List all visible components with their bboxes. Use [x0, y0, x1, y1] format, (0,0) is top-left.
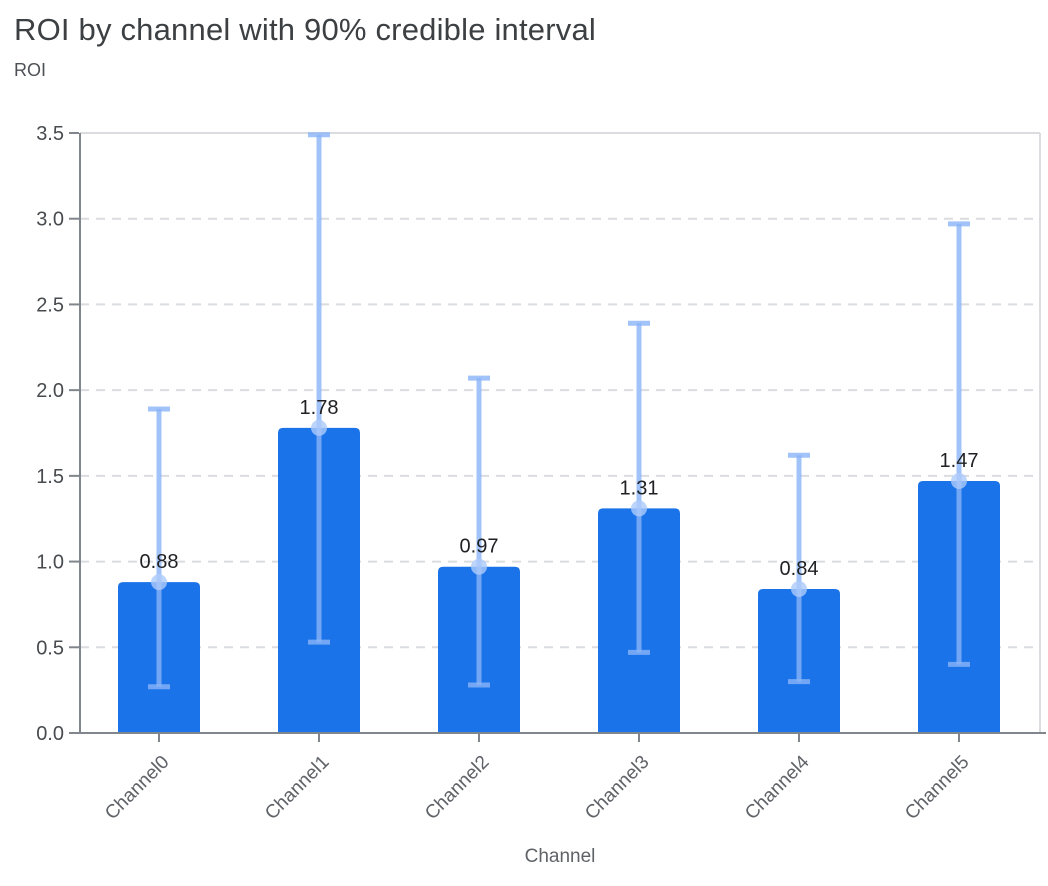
chart-title: ROI by channel with 90% credible interva… — [14, 12, 596, 47]
bar-value-label-Channel1: 1.78 — [300, 397, 339, 419]
plot-svg: 0.88 1.78 0.97 1.31 0.84 1.47 0.0 0.5 1.0 1.5 2.0 2… — [36, 123, 1046, 824]
y-tick-label-0.5: 0.5 — [36, 637, 64, 659]
mean-marker-Channel3 — [631, 500, 647, 517]
bar-value-label-Channel0: 0.88 — [140, 551, 179, 573]
y-tick-label-0.0: 0.0 — [36, 723, 64, 745]
y-tick-label-2.5: 2.5 — [36, 294, 64, 316]
bar-value-label-Channel4: 0.84 — [780, 558, 819, 580]
x-tick-label-Channel0: Channel0 — [101, 752, 173, 824]
y-tick-label-2.0: 2.0 — [36, 380, 64, 402]
mean-marker-Channel0 — [151, 574, 167, 591]
x-axis-title: Channel — [524, 846, 596, 867]
mean-marker-Channel4 — [791, 581, 807, 597]
y-tick-label-1.0: 1.0 — [36, 552, 64, 574]
x-tick-label-Channel4: Channel4 — [741, 751, 814, 824]
mean-marker-Channel5 — [951, 473, 967, 489]
mean-marker-Channel2 — [471, 558, 487, 575]
y-axis-title: ROI — [14, 60, 47, 80]
x-tick-label-Channel5: Channel5 — [901, 752, 973, 824]
y-tick-label-3.0: 3.0 — [36, 209, 64, 231]
y-tick-label-3.5: 3.5 — [36, 123, 64, 145]
bar-value-label-Channel2: 0.97 — [460, 536, 499, 558]
y-tick-label-1.5: 1.5 — [36, 466, 64, 488]
bar-value-label-Channel3: 1.31 — [620, 477, 659, 499]
x-tick-label-Channel1: Channel1 — [261, 752, 333, 824]
mean-marker-Channel1 — [311, 419, 327, 436]
x-tick-label-Channel3: Channel3 — [581, 752, 653, 824]
x-tick-label-Channel2: Channel2 — [421, 752, 493, 824]
bar-value-label-Channel5: 1.47 — [940, 450, 979, 472]
